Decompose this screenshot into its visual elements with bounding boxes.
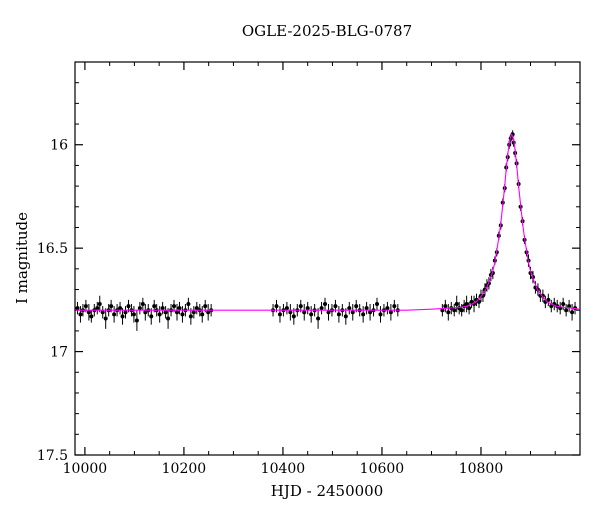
svg-text:10000: 10000: [63, 461, 108, 477]
x-axis-label: HJD - 2450000: [270, 482, 384, 500]
svg-text:16.5: 16.5: [37, 241, 68, 257]
chart-title: OGLE-2025-BLG-0787: [241, 22, 413, 40]
svg-text:10200: 10200: [162, 461, 207, 477]
svg-text:16: 16: [50, 138, 68, 154]
svg-text:17.5: 17.5: [37, 448, 68, 464]
svg-text:10800: 10800: [459, 461, 504, 477]
svg-text:10400: 10400: [261, 461, 306, 477]
svg-text:10600: 10600: [360, 461, 405, 477]
svg-text:17: 17: [50, 345, 68, 361]
